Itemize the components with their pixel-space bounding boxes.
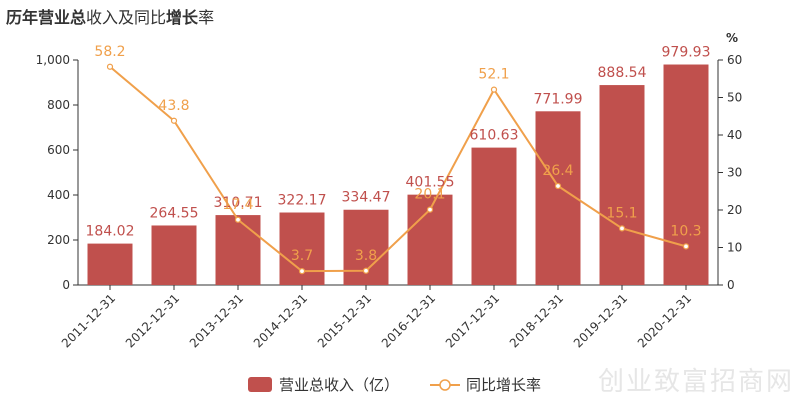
bar — [663, 64, 709, 285]
line-point — [362, 267, 370, 274]
bar-value-label: 184.02 — [86, 224, 135, 240]
line-point — [234, 216, 242, 223]
y-right-tick-label: 60 — [727, 53, 742, 67]
line-point — [106, 63, 114, 70]
y-right-tick-label: 30 — [727, 166, 742, 180]
line-point — [490, 86, 498, 93]
y-right-tick-label: 50 — [727, 91, 742, 105]
title-segment: 收入及同比 — [86, 8, 167, 27]
bar-value-label: 401.55 — [406, 175, 455, 191]
bar-value-label: 771.99 — [534, 91, 583, 107]
x-tick-label: 2019-12-31 — [571, 291, 630, 350]
y-left-tick-label: 200 — [47, 233, 70, 247]
watermark: 创业致富招商网 — [597, 367, 794, 397]
line-value-label: 10.3 — [670, 223, 701, 239]
line-point — [426, 206, 434, 213]
bar-value-label: 310.71 — [214, 195, 263, 211]
legend-bar-swatch — [248, 377, 272, 392]
line-value-label: 58.2 — [94, 44, 125, 60]
line-value-label: 3.7 — [291, 248, 313, 264]
x-tick-label: 2018-12-31 — [507, 291, 566, 350]
x-tick-label: 2020-12-31 — [635, 291, 694, 350]
line-value-label: 43.8 — [158, 98, 189, 114]
chart-title: 历年营业总收入及同比增长率 — [6, 4, 214, 28]
y-left-tick-label: 400 — [47, 188, 70, 202]
bar-value-label: 979.93 — [662, 45, 711, 61]
bar — [151, 225, 197, 285]
line-value-label: 3.8 — [355, 248, 377, 264]
bar — [535, 111, 581, 286]
y-right-tick-label: 10 — [727, 241, 742, 255]
bar-value-label: 322.17 — [278, 193, 327, 209]
y-left-tick-label: 600 — [47, 143, 70, 157]
y-right-tick-label: 20 — [727, 203, 742, 217]
bar — [87, 243, 133, 285]
bar-value-label: 334.47 — [342, 190, 391, 206]
bar-value-label: 610.63 — [470, 128, 519, 144]
line-value-label: 26.4 — [542, 163, 573, 179]
line-value-label: 52.1 — [478, 67, 509, 83]
x-tick-label: 2015-12-31 — [315, 291, 374, 350]
title-segment: 营业总 — [38, 8, 87, 27]
bar — [215, 215, 261, 285]
x-tick-label: 2017-12-31 — [443, 291, 502, 350]
y-left-tick-label: 800 — [47, 98, 70, 112]
bar — [471, 147, 517, 285]
title-segment: 历年 — [6, 8, 39, 27]
line-value-label: 15.1 — [606, 205, 637, 221]
line-point — [682, 243, 690, 250]
line-point — [298, 268, 306, 275]
growth-line — [109, 65, 687, 273]
x-tick-label: 2013-12-31 — [187, 291, 246, 350]
bar-value-label: 264.55 — [150, 205, 199, 221]
y-right-unit: % — [726, 31, 738, 45]
x-tick-label: 2012-12-31 — [123, 291, 182, 350]
x-tick-label: 2011-12-31 — [59, 291, 118, 350]
legend-line-marker — [439, 379, 451, 391]
line-point — [170, 117, 178, 124]
x-tick-label: 2014-12-31 — [251, 291, 310, 350]
x-tick-label: 2016-12-31 — [379, 291, 438, 350]
title-segment: 增长 — [166, 8, 199, 27]
y-right-tick-label: 40 — [727, 128, 742, 142]
title-segment: 率 — [198, 8, 215, 27]
line-value-label: 20.1 — [414, 187, 445, 203]
legend-bar-label: 营业总收入（亿） — [279, 376, 399, 394]
line-value-label: 17.4 — [222, 197, 253, 213]
bar-value-label: 888.54 — [598, 65, 647, 81]
line-point — [554, 182, 562, 190]
legend-line-label: 同比增长率 — [466, 376, 541, 394]
line-point — [618, 225, 626, 232]
y-left-tick-label: 1,000 — [36, 53, 70, 67]
y-right-tick-label: 0 — [727, 278, 735, 292]
bar — [599, 85, 645, 286]
y-left-tick-label: 0 — [62, 278, 70, 292]
